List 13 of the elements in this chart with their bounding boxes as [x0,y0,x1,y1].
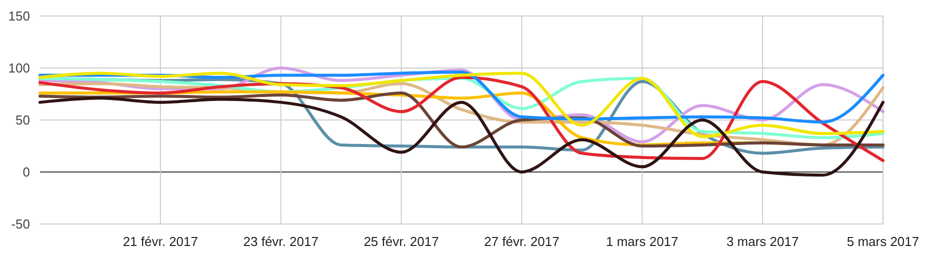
x-tick-label: 21 févr. 2017 [122,234,198,249]
line-series [38,96,884,177]
y-tick-label: -50 [11,216,30,232]
x-tick-label: 25 févr. 2017 [364,234,439,249]
y-tick-label: 100 [8,60,30,76]
x-tick-label: 5 mars 2017 [846,234,920,249]
y-tick-label: 0 [22,164,30,180]
y-tick-label: 150 [8,8,30,24]
x-tick-label: 27 févr. 2017 [484,234,560,249]
y-tick-label: 50 [16,112,30,128]
x-tick-label: 1 mars 2017 [606,234,678,249]
x-tick-label: 3 mars 2017 [726,234,799,249]
x-tick-label: 23 févr. 2017 [243,234,318,249]
